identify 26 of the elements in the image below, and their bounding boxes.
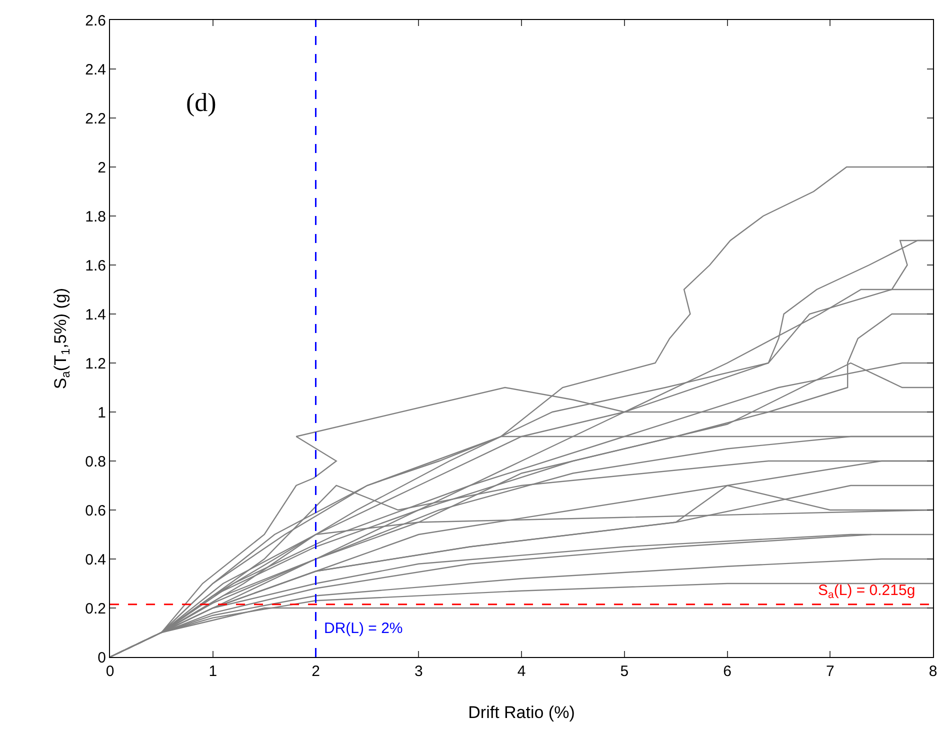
x-tick-label: 7 (826, 663, 834, 680)
y-tick-label: 1 (98, 404, 106, 422)
x-tick-label: 2 (312, 663, 320, 680)
y-tick-label: 0.4 (85, 551, 106, 568)
annotation: (d) (186, 88, 216, 117)
y-tick-label: 1.4 (85, 306, 106, 324)
y-tick-label: 1.2 (85, 355, 106, 372)
x-axis-title: Drift Ratio (%) (468, 703, 575, 722)
y-tick-label: 2.6 (85, 12, 106, 30)
y-tick-label: 0.8 (85, 453, 106, 470)
ref-line-label: DR(L) = 2% (324, 620, 403, 637)
y-tick-label: 0.6 (85, 502, 106, 520)
y-tick-label: 2 (98, 159, 106, 176)
y-tick-label: 0 (98, 649, 106, 666)
x-tick-label: 1 (208, 663, 218, 680)
y-tick-label: 1.8 (85, 208, 106, 226)
x-tick-label: 5 (620, 663, 629, 680)
x-tick-label: 4 (517, 663, 526, 680)
x-tick-label: 3 (414, 663, 423, 680)
x-tick-label: 8 (928, 663, 938, 680)
y-tick-label: 2.4 (85, 61, 106, 78)
y-tick-label: 0.2 (85, 600, 106, 618)
x-tick-label: 6 (723, 663, 732, 680)
y-tick-label: 2.2 (85, 110, 106, 128)
ref-line-label: S$_{a}$(L) = 0.215g (818, 582, 916, 602)
y-tick-label: 1.6 (85, 257, 106, 274)
